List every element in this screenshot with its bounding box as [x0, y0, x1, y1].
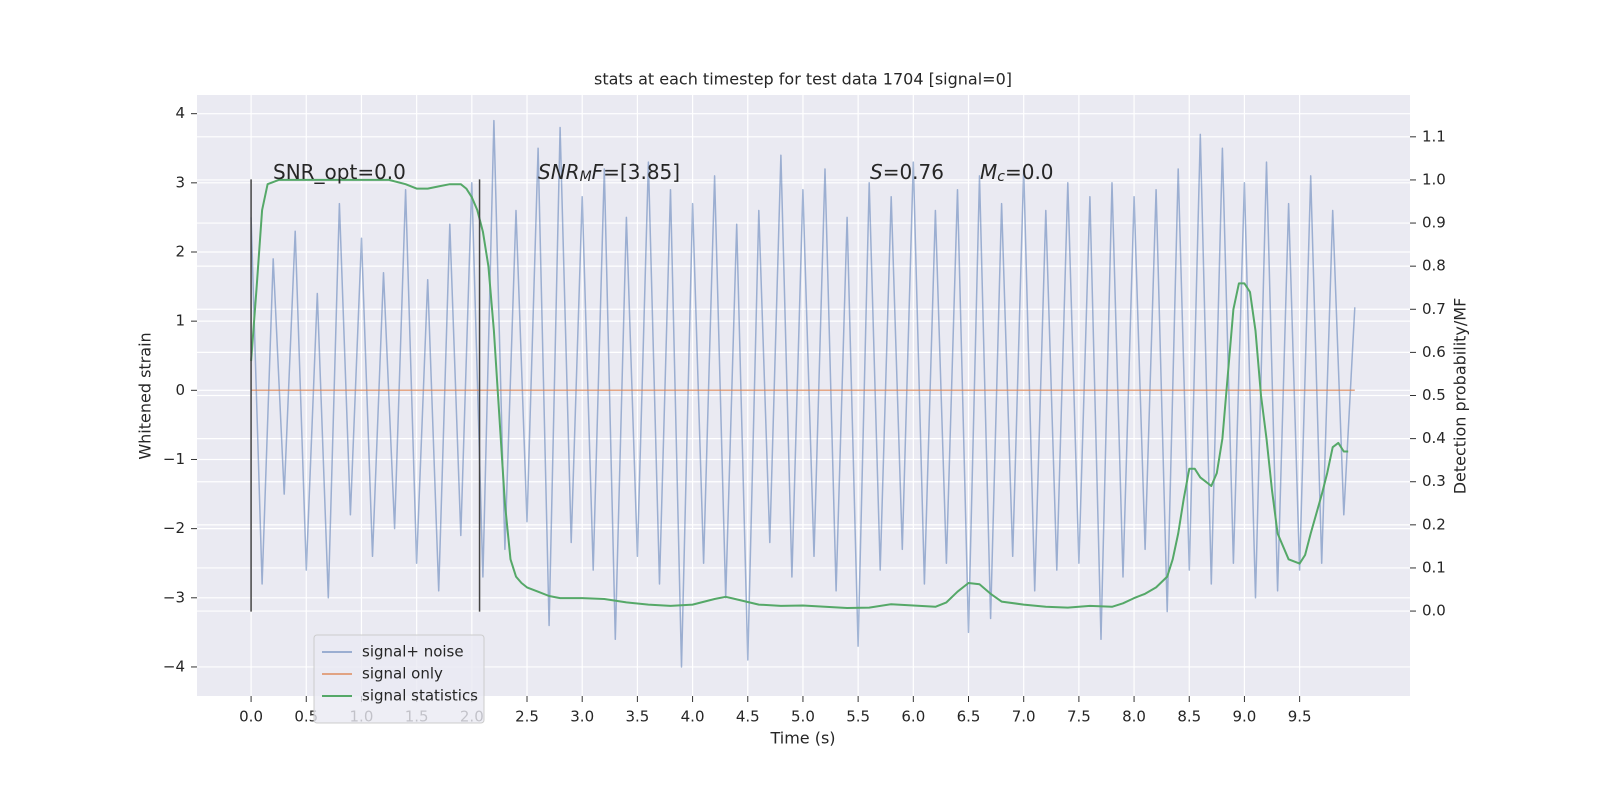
annotation-part: =[3.85]: [603, 160, 680, 184]
x-tick-label: 3.0: [570, 708, 594, 726]
x-tick-label: 9.5: [1288, 708, 1312, 726]
x-tick-label: 6.0: [901, 708, 925, 726]
annotation-part: F: [592, 160, 604, 184]
y-tick-label: 2: [175, 242, 185, 260]
y2-tick-label: 0.0: [1422, 602, 1446, 620]
y-axis-label: Whitened strain: [136, 332, 155, 459]
x-tick-label: 5.5: [846, 708, 870, 726]
y2-tick-label: 0.8: [1422, 257, 1446, 275]
x-tick-label: 7.0: [1012, 708, 1036, 726]
x-tick-label: 7.5: [1067, 708, 1091, 726]
x-tick-label: 4.5: [736, 708, 760, 726]
x-tick-label: 9.0: [1233, 708, 1257, 726]
annotation-part: M: [980, 160, 997, 184]
y-tick-label: −1: [163, 450, 185, 468]
legend-label: signal only: [362, 665, 443, 683]
y-tick-label: 3: [175, 173, 185, 191]
y2-tick-label: 0.6: [1422, 343, 1446, 361]
annotation-part: =0.76: [883, 160, 944, 184]
x-tick-label: 4.0: [681, 708, 705, 726]
annotation: SNRMF=[3.85]: [538, 160, 680, 186]
y2-tick-label: 0.1: [1422, 558, 1446, 576]
y-tick-label: 0: [175, 381, 185, 399]
legend-label: signal statistics: [362, 687, 478, 705]
annotation: Mc=0.0: [980, 160, 1054, 186]
series-line: [250, 178, 1349, 609]
annotation: SNR_opt=0.0: [273, 160, 406, 184]
x-tick-label: 0.0: [239, 708, 263, 726]
annotation: S=0.76: [870, 160, 944, 184]
x-tick-label: 3.5: [625, 708, 649, 726]
annotation-part: SNR_opt=0.0: [273, 160, 406, 184]
y2-tick-label: 0.5: [1422, 386, 1446, 404]
chart-title: stats at each timestep for test data 170…: [594, 70, 1012, 89]
y-tick-label: 1: [175, 312, 185, 330]
y2-tick-label: 1.0: [1422, 170, 1446, 188]
y-tick-label: −4: [163, 657, 185, 675]
x-axis-label: Time (s): [769, 729, 835, 748]
legend-box: [313, 634, 485, 724]
y2-tick-label: 0.9: [1422, 214, 1446, 232]
annotation-part: =0.0: [1005, 160, 1054, 184]
y-tick-label: −3: [163, 588, 185, 606]
x-tick-label: 2.5: [515, 708, 539, 726]
x-tick-label: 8.0: [1122, 708, 1146, 726]
y2-axis-label: Detection probability/MF: [1451, 298, 1470, 495]
annotation-part: M: [580, 169, 592, 185]
y2-tick-label: 0.7: [1422, 300, 1446, 318]
annotation-part: SNR: [538, 160, 580, 184]
y-tick-label: −2: [163, 519, 185, 537]
x-tick-label: 6.5: [957, 708, 981, 726]
x-tick-label: 5.0: [791, 708, 815, 726]
legend-label: signal+ noise: [362, 643, 464, 661]
y2-tick-label: 0.3: [1422, 472, 1446, 490]
x-tick-label: 8.5: [1177, 708, 1201, 726]
y2-tick-label: 1.1: [1422, 127, 1446, 145]
annotation-part: c: [997, 169, 1005, 185]
x-tick-label: 0.5: [294, 708, 318, 726]
y2-tick-label: 0.4: [1422, 429, 1446, 447]
y2-tick-label: 0.2: [1422, 515, 1446, 533]
series-line: [250, 119, 1356, 668]
annotation-part: S: [870, 160, 883, 184]
y-tick-label: 4: [175, 104, 185, 122]
